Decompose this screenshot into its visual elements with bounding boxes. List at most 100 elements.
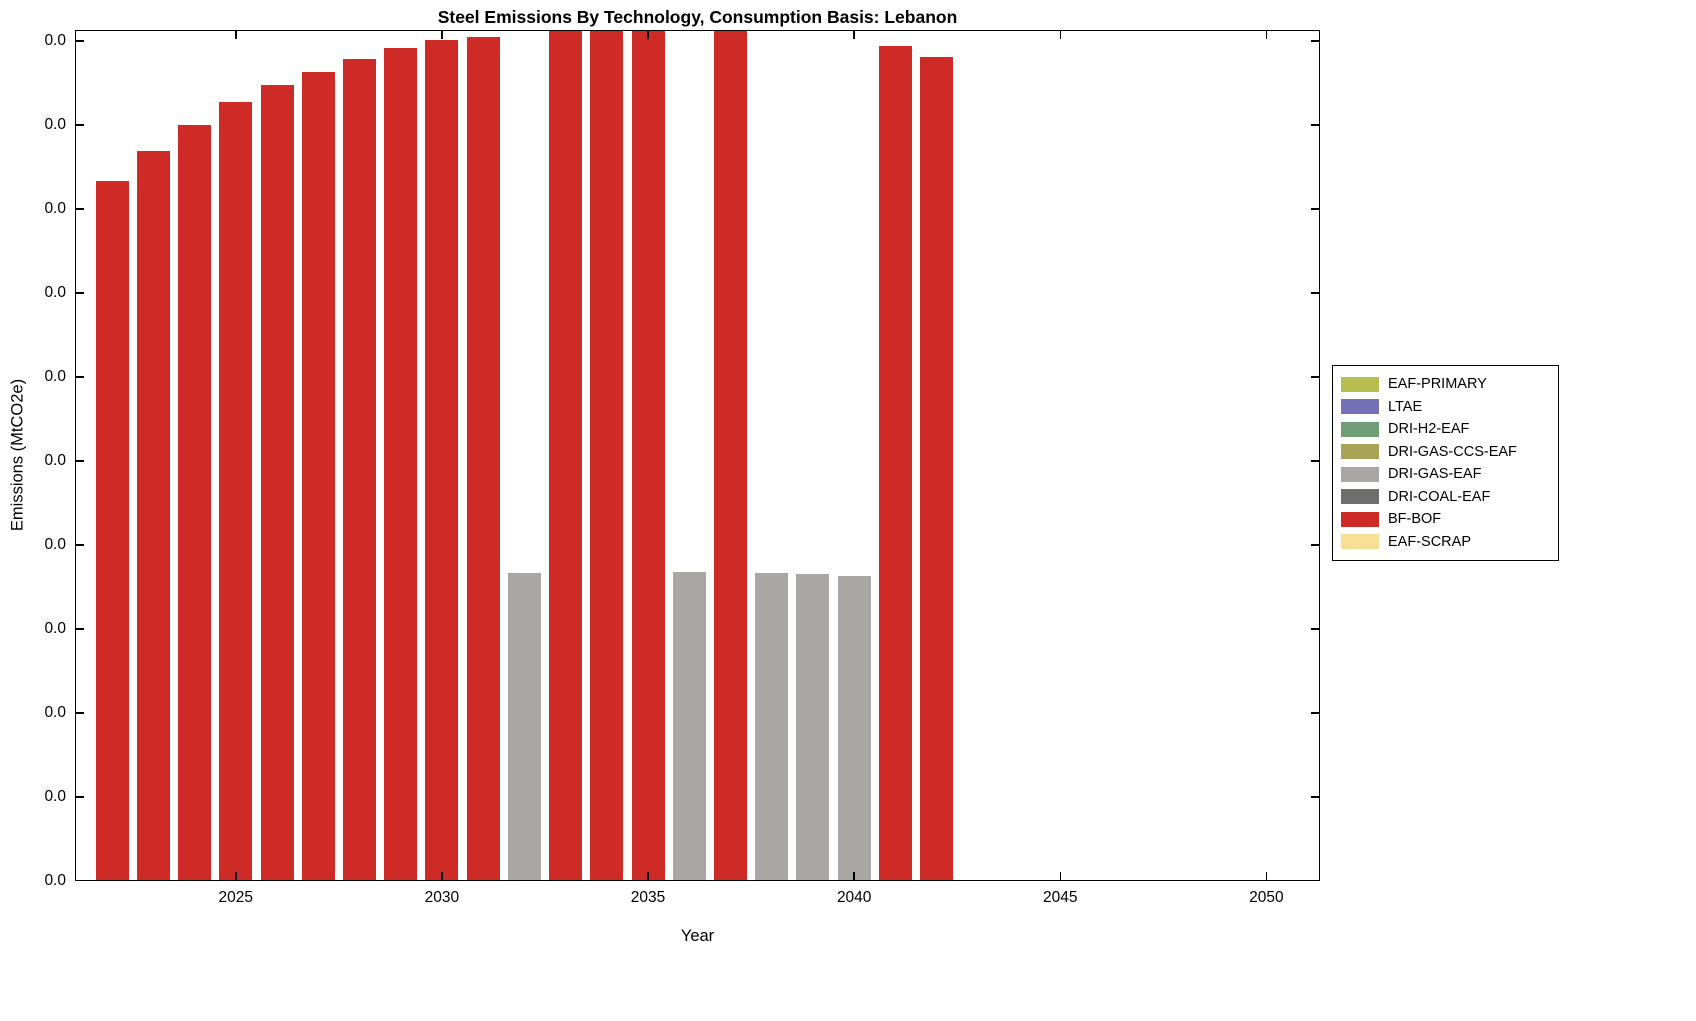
- legend-item-dri-h2-eaf: DRI-H2-EAF: [1341, 418, 1550, 441]
- y-tick-label: 0.0: [44, 452, 66, 469]
- legend-swatch-dri-coal-eaf: [1341, 489, 1379, 505]
- y-tick-mark: [75, 40, 84, 42]
- x-tick-mark: [441, 30, 443, 39]
- y-tick-label: 0.0: [44, 872, 66, 889]
- x-tick-mark: [853, 872, 855, 881]
- x-tick-mark: [647, 30, 649, 39]
- x-tick-mark: [1265, 872, 1268, 881]
- y-tick-mark: [75, 376, 84, 378]
- x-tick-mark: [1059, 872, 1061, 881]
- y-tick-mark: [1311, 124, 1320, 126]
- legend-item-ltae: LTAE: [1341, 396, 1550, 419]
- y-tick-mark: [1311, 460, 1320, 462]
- y-tick-mark: [1311, 712, 1320, 714]
- bar-bf-bof-2034: [590, 30, 624, 881]
- x-tick-label: 2045: [1043, 889, 1078, 906]
- legend-label: LTAE: [1388, 398, 1423, 415]
- bar-dri-gas-eaf-2039: [796, 574, 830, 881]
- x-tick-label: 2050: [1249, 889, 1284, 906]
- y-tick-label: 0.0: [44, 536, 66, 553]
- legend-item-dri-gas-ccs-eaf: DRI-GAS-CCS-EAF: [1341, 441, 1550, 464]
- y-tick-mark: [75, 460, 84, 462]
- bar-bf-bof-2035: [631, 30, 665, 881]
- x-tick-mark: [1265, 30, 1268, 39]
- bar-dri-gas-eaf-2038: [755, 573, 789, 881]
- y-tick-label: 0.0: [44, 284, 66, 301]
- y-tick-label: 0.0: [44, 116, 66, 133]
- legend-swatch-bf-bof: [1341, 511, 1379, 527]
- bar-bf-bof-2024: [178, 125, 212, 881]
- bar-bf-bof-2033: [549, 30, 583, 881]
- x-tick-label: 2040: [836, 889, 872, 906]
- bar-bf-bof-2030: [425, 40, 459, 881]
- x-tick-mark: [647, 872, 649, 881]
- y-tick-mark: [75, 292, 84, 294]
- y-tick-mark: [75, 796, 84, 798]
- y-tick-mark: [1311, 879, 1320, 881]
- bar-bf-bof-2041: [878, 46, 912, 881]
- bar-dri-gas-eaf-2032: [507, 573, 541, 881]
- bar-dri-gas-eaf-2036: [672, 572, 706, 881]
- bar-bf-bof-2023: [136, 151, 170, 881]
- bar-bf-bof-2037: [714, 30, 747, 881]
- y-tick-label: 0.0: [44, 788, 66, 805]
- y-axis-label: Emissions (MtCO2e): [8, 378, 27, 532]
- bar-bf-bof-2031: [466, 37, 500, 881]
- y-tick-label: 0.0: [44, 368, 66, 385]
- x-tick-mark: [853, 30, 855, 39]
- x-tick-mark: [1059, 30, 1061, 39]
- legend-label: EAF-SCRAP: [1388, 533, 1471, 550]
- y-tick-mark: [1311, 544, 1320, 546]
- y-tick-mark: [1311, 292, 1320, 294]
- y-tick-mark: [75, 124, 84, 126]
- legend-item-bf-bof: BF-BOF: [1341, 508, 1550, 531]
- bar-bf-bof-2022: [95, 181, 129, 881]
- legend-item-eaf-scrap: EAF-SCRAP: [1341, 531, 1550, 554]
- bar-bf-bof-2029: [384, 48, 418, 881]
- y-tick-label: 0.0: [44, 32, 66, 49]
- x-tick-mark: [235, 872, 237, 881]
- y-tick-label: 0.0: [44, 200, 66, 217]
- x-tick-label: 2030: [424, 889, 460, 906]
- legend-item-eaf-primary: EAF-PRIMARY: [1341, 373, 1550, 396]
- legend-swatch-eaf-scrap: [1341, 534, 1379, 550]
- legend-swatch-dri-gas-ccs-eaf: [1341, 444, 1379, 460]
- x-tick-label: 2025: [218, 889, 254, 906]
- y-tick-mark: [75, 544, 84, 546]
- bar-bf-bof-2028: [343, 59, 376, 881]
- legend-swatch-dri-gas-eaf: [1341, 466, 1379, 482]
- legend-label: BF-BOF: [1388, 511, 1442, 528]
- x-tick-mark: [235, 30, 237, 39]
- y-tick-mark: [1311, 628, 1320, 630]
- y-tick-mark: [1311, 376, 1320, 378]
- bar-bf-bof-2026: [260, 85, 294, 881]
- legend-label: DRI-H2-EAF: [1388, 421, 1470, 438]
- legend-swatch-dri-h2-eaf: [1341, 421, 1379, 437]
- bar-bf-bof-2027: [301, 72, 335, 881]
- bar-dri-gas-eaf-2040: [837, 576, 871, 881]
- legend-item-dri-coal-eaf: DRI-COAL-EAF: [1341, 486, 1550, 509]
- y-tick-mark: [1311, 796, 1320, 798]
- y-tick-mark: [75, 628, 84, 630]
- legend-label: DRI-GAS-EAF: [1388, 466, 1482, 483]
- y-tick-mark: [75, 208, 84, 210]
- y-tick-mark: [75, 712, 84, 714]
- y-tick-label: 0.0: [44, 704, 66, 721]
- bar-bf-bof-2042: [920, 57, 954, 881]
- legend-swatch-eaf-primary: [1341, 376, 1379, 392]
- legend-label: DRI-GAS-CCS-EAF: [1388, 443, 1517, 460]
- x-tick-mark: [441, 872, 443, 881]
- legend-item-dri-gas-eaf: DRI-GAS-EAF: [1341, 463, 1550, 486]
- y-tick-mark: [1311, 208, 1320, 210]
- y-tick-label: 0.0: [44, 620, 66, 637]
- legend-label: EAF-PRIMARY: [1388, 376, 1487, 393]
- y-tick-mark: [1311, 40, 1320, 42]
- legend-box: EAF-PRIMARY LTAE DRI-H2-EAF DRI-GAS-CCS-EAF…: [1332, 365, 1559, 561]
- y-tick-mark: [75, 879, 84, 881]
- plot-area: [75, 30, 1320, 881]
- x-tick-label: 2035: [630, 889, 666, 906]
- legend-label: DRI-COAL-EAF: [1388, 488, 1491, 505]
- x-axis-label: Year: [680, 927, 715, 945]
- chart-title: Steel Emissions By Technology, Consumpti…: [437, 7, 958, 27]
